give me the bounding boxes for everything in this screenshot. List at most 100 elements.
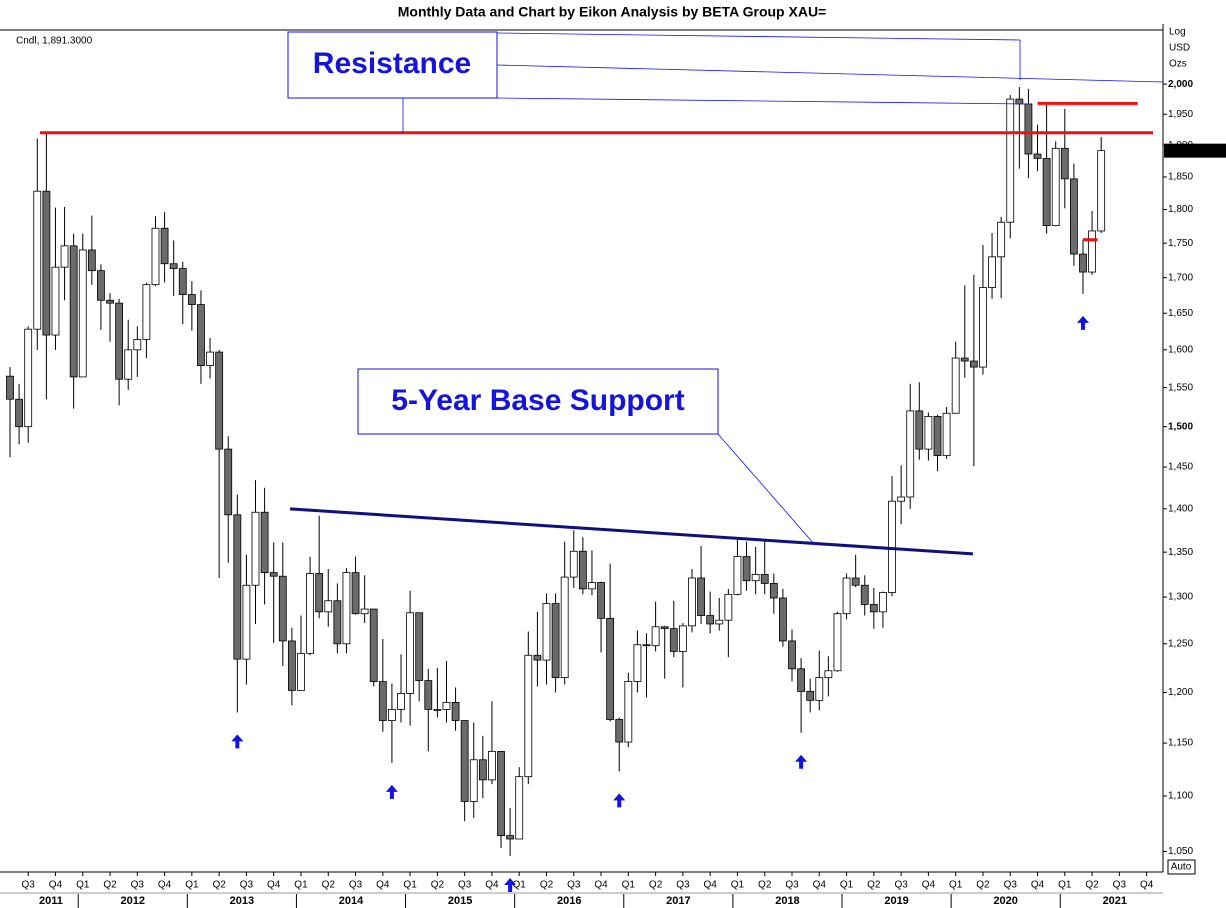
candle-body [124,349,133,380]
x-tick-label: Q4 [158,880,172,891]
x-tick-label: Q1 [731,880,745,891]
candle-body [1097,150,1106,232]
candle-body [33,190,42,330]
annotation-text: 5-Year Base Support [391,384,684,417]
x-tick-label: Q3 [131,880,145,891]
candle-body [542,603,551,661]
x-tick-label: Q4 [376,880,390,891]
candle-body [742,556,751,582]
candle-body [133,339,142,351]
candle-body [706,615,715,625]
candle-body [506,835,515,840]
candle-body [788,640,796,670]
candle-body [269,572,278,577]
candle-body [906,410,915,498]
candle-body [1033,153,1042,159]
candle-body [15,398,23,428]
candle-body [488,750,496,781]
candle-body [315,573,324,613]
candle-body [1060,147,1069,180]
candle-body [515,776,524,840]
year-label: 2015 [448,895,472,907]
x-tick-label: Q2 [758,880,772,891]
x-tick-label: Q1 [76,880,90,891]
candle-body [297,652,305,691]
candle-body [560,576,569,679]
x-tick-label: Q4 [703,880,717,891]
candle-body [160,227,169,265]
x-tick-label: Q1 [403,880,417,891]
candle-body [115,302,124,380]
auto-label: Auto [1171,862,1192,873]
candle-body [997,221,1006,258]
candle-body [524,654,533,778]
candle-body [915,410,924,450]
x-tick-label: Q2 [867,880,881,891]
year-label: 2013 [230,895,254,907]
y-tick-label: 1,700 [1168,272,1193,283]
candle-body [42,190,51,336]
candle-body [678,625,687,652]
connector [496,64,1164,83]
candle-body [424,680,433,710]
candle-body [588,582,596,590]
candle-body [933,416,942,457]
candle-body [1088,230,1096,273]
x-tick-label: Q1 [185,880,199,891]
y-tick-label: 1,650 [1168,308,1193,319]
candle-body [697,577,705,616]
candle-body [233,514,242,660]
annotation-box [287,31,498,99]
x-tick-label: Q1 [949,880,963,891]
support-arrow [385,784,398,799]
candle-body [69,245,78,378]
year-label: 2017 [666,895,690,907]
support-arrow [504,877,517,892]
candle-body [106,299,114,304]
candle-body [1024,103,1033,155]
candle-body [979,287,987,368]
x-tick-label: Q2 [431,880,445,891]
x-tick-label: Q3 [567,880,581,891]
year-label: 2016 [557,895,581,907]
candle-body [969,360,978,368]
x-tick-label: Q3 [240,880,254,891]
x-tick-label: Q2 [212,880,226,891]
y-tick-label: 1,800 [1168,204,1193,215]
candle-body [806,691,815,701]
year-label: 2021 [1103,895,1127,907]
candle-body [197,304,205,366]
support-arrow [231,734,244,749]
year-label: 2018 [775,895,799,907]
x-tick-label: Q4 [813,880,827,891]
year-label: 2011 [39,895,63,907]
candle-body [851,577,860,586]
candle-body [842,577,851,615]
candle-body [951,357,960,414]
y-axis-label: Log [1169,27,1186,38]
support-line [289,507,974,556]
connector [717,433,816,546]
candle-body [651,626,660,647]
candle-body [342,572,351,645]
x-tick-label: Q2 [649,880,663,891]
candle-body [869,604,878,613]
candle-body [606,617,615,720]
chart-title: Monthly Data and Chart by Eikon Analysis… [398,4,826,20]
x-tick-label: Q3 [349,880,363,891]
x-tick-label: Q4 [922,880,936,891]
candle-body [551,603,560,679]
legend-text: Cndl, 1,891.3000 [16,36,93,47]
x-tick-label: Q1 [840,880,854,891]
candle-body [24,328,33,428]
candle-body [533,654,542,661]
x-tick-label: Q1 [513,880,527,891]
y-tick-label: 1,050 [1168,846,1193,857]
candle-body [1079,253,1087,273]
candle-body [469,759,478,802]
candle-body [415,612,424,681]
x-tick-label: Q3 [22,880,36,891]
x-tick-label: Q2 [976,880,990,891]
y-tick-label: 1,250 [1168,638,1193,649]
candle-body [733,556,742,595]
